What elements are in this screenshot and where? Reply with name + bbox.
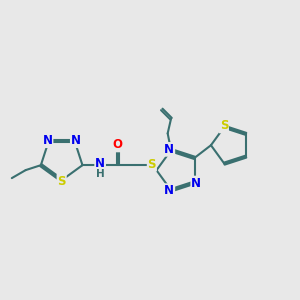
Text: N: N: [164, 143, 174, 156]
Text: N: N: [164, 184, 174, 197]
Text: N: N: [95, 158, 105, 170]
Text: S: S: [220, 119, 228, 133]
Text: N: N: [71, 134, 81, 147]
Text: O: O: [113, 139, 123, 152]
Text: N: N: [43, 134, 52, 147]
Text: S: S: [148, 158, 156, 171]
Text: S: S: [57, 175, 66, 188]
Text: H: H: [96, 169, 105, 179]
Text: N: N: [191, 176, 201, 190]
